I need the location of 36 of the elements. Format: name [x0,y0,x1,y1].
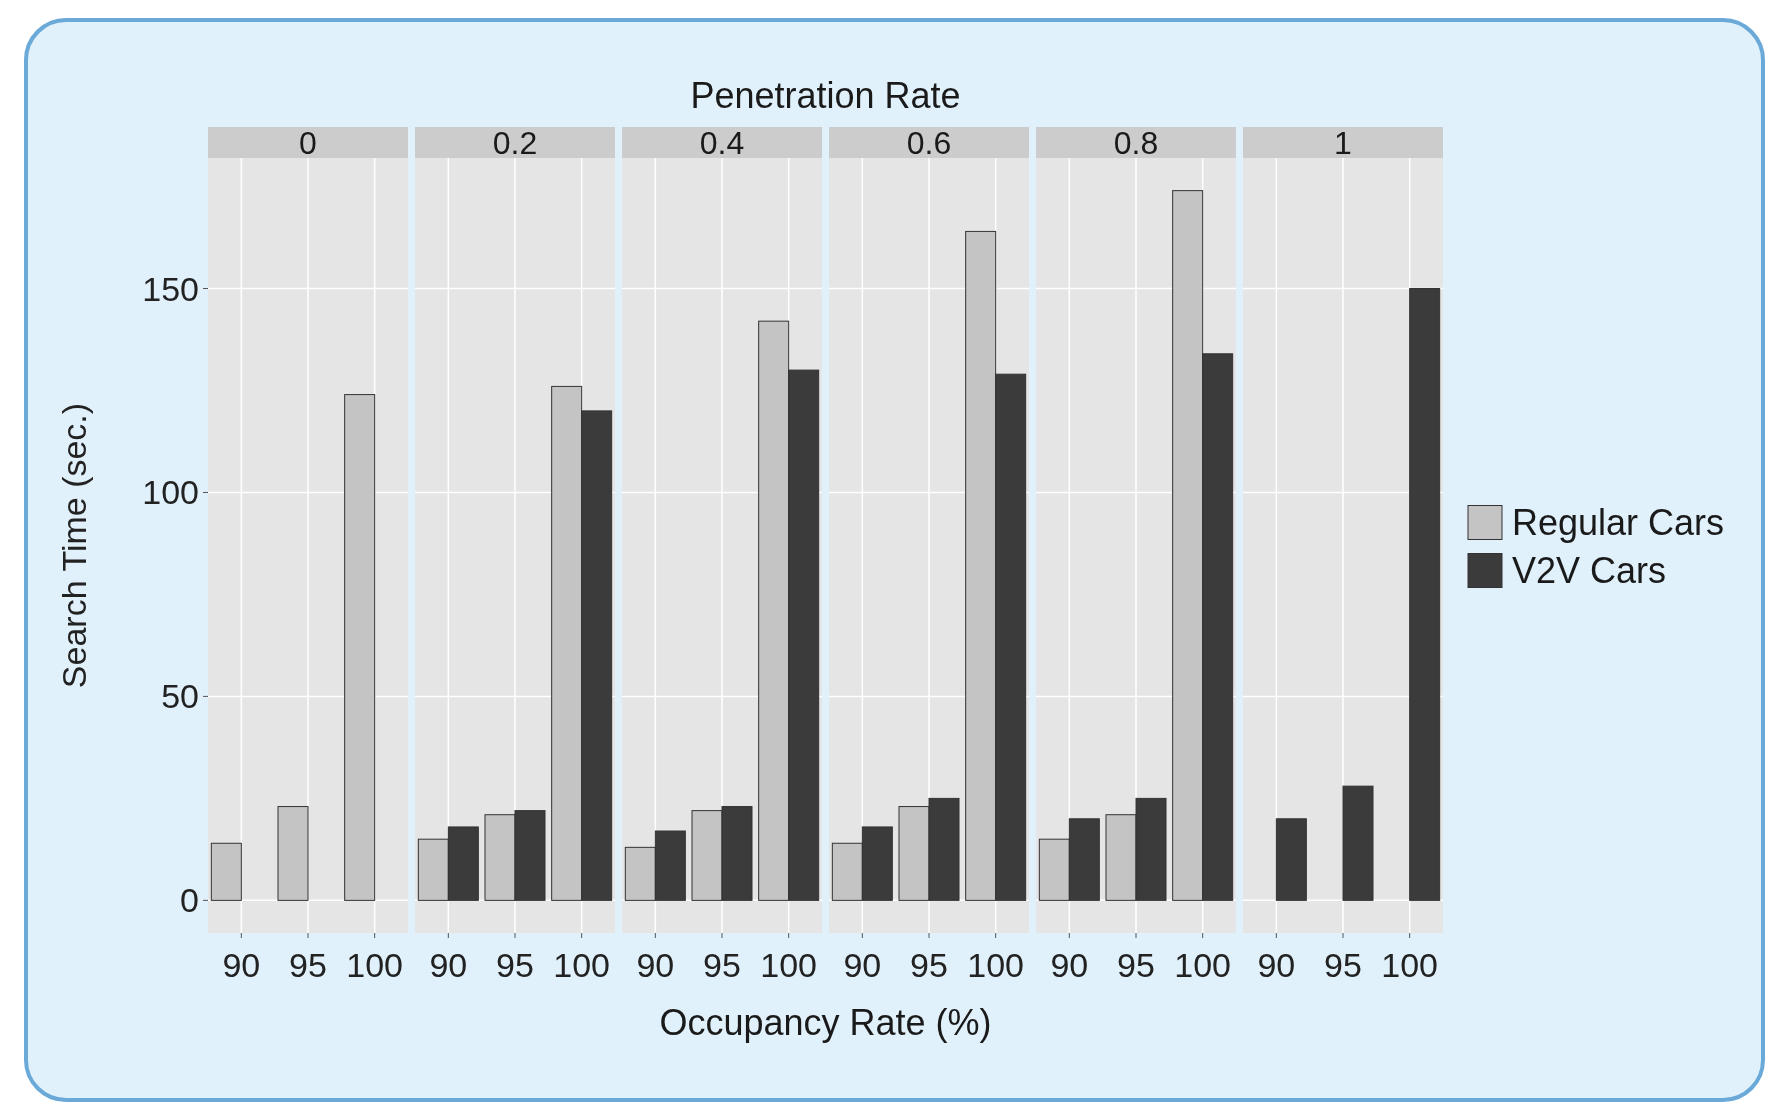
x-tick-label: 90 [636,946,675,984]
bar [210,842,242,901]
x-tick-label: 100 [1174,946,1232,984]
x-tick-label: 90 [222,946,261,984]
x-tick-label: 100 [1381,946,1439,984]
chart-title: 0.8 [1113,124,1159,161]
y-tick-label: 100 [142,473,199,512]
legend-label: V2V Cars [1512,549,1667,591]
y-tick-label: 0 [180,881,199,920]
chart-title: 0.6 [906,124,952,161]
text: Penetration Rate [690,75,961,116]
x-tick-label: 95 [496,946,534,984]
legend-label: Regular Cars [1512,501,1725,543]
bar [344,394,376,901]
x-tick-label: 95 [289,946,327,984]
bar [277,806,309,901]
x-tick-label: 90 [429,946,468,984]
y-axis-title: Search Time (sec.) [55,402,93,689]
x-tick-label: 90 [1257,946,1296,984]
x-tick-label: 90 [843,946,882,984]
x-tick-label: 100 [760,946,818,984]
x-tick-label: 100 [553,946,611,984]
chart-title: 0 [299,124,317,161]
x-tick-label: 95 [910,946,948,984]
x-tick-label: 95 [1117,946,1155,984]
x-axis-title: Occupancy Rate (%) [659,1002,992,1043]
x-tick-label: 100 [967,946,1025,984]
y-tick-label: 50 [161,677,199,716]
x-tick-label: 100 [346,946,404,984]
chart-title: 1 [1334,124,1352,161]
x-tick-label: 95 [703,946,741,984]
x-tick-label: 90 [1050,946,1089,984]
chart-title: 0.4 [699,124,745,161]
y-tick-label: 150 [142,269,199,308]
chart-title: 0.2 [492,124,538,161]
x-tick-label: 95 [1324,946,1362,984]
